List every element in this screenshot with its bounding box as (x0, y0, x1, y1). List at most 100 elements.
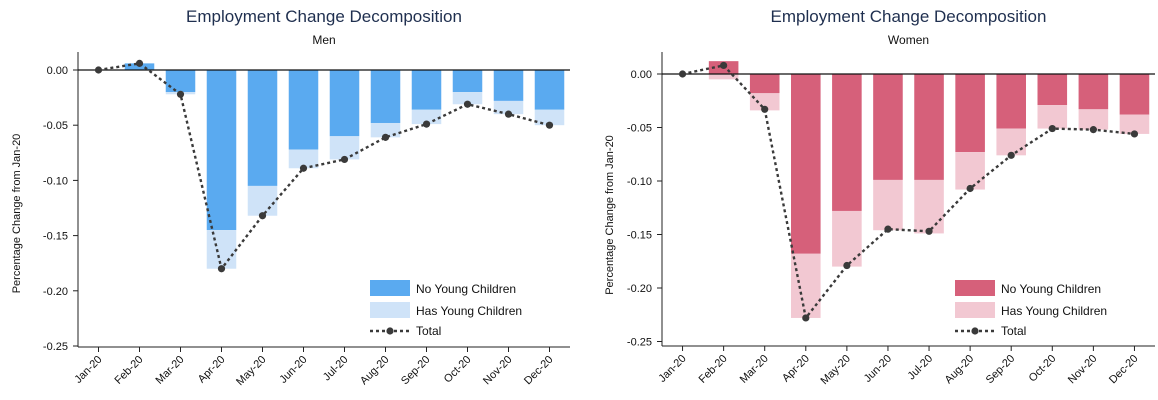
bar-no-young-children (370, 70, 401, 123)
x-tick-label: Sep-20 (399, 354, 433, 388)
y-tick-label: 0.00 (631, 69, 652, 81)
total-point (299, 164, 308, 172)
legend-swatch-total-marker (971, 327, 979, 335)
y-axis-label: Percentage Change from Jan-20 (604, 135, 616, 295)
bar-has-young-children (708, 74, 739, 80)
x-tick-label: Feb-20 (697, 353, 730, 386)
total-point (381, 133, 390, 141)
bar-no-young-children (493, 70, 524, 101)
legend-swatch-has-young-children (370, 302, 410, 318)
bar-has-young-children (493, 100, 524, 115)
bar-no-young-children (955, 74, 985, 153)
y-axis-label: Percentage Change from Jan-20 (11, 134, 23, 294)
total-point (340, 155, 349, 164)
x-tick-label: May-20 (819, 353, 853, 387)
bar-has-young-children (534, 109, 565, 126)
total-point (463, 100, 472, 108)
y-tick-label: -0.20 (627, 283, 652, 295)
bar-no-young-children (1119, 74, 1150, 115)
bar-has-young-children (1037, 105, 1068, 129)
x-tick-label: May-20 (234, 354, 268, 388)
x-tick-label: Jan-20 (72, 354, 104, 386)
total-point (258, 212, 267, 220)
bar-has-young-children (1078, 109, 1109, 130)
bar-no-young-children (452, 70, 483, 93)
total-point (678, 70, 687, 78)
legend-label: No Young Children (1001, 282, 1101, 296)
total-point (176, 90, 185, 98)
total-point (1130, 130, 1139, 138)
y-tick-label: -0.10 (43, 175, 68, 187)
legend: No Young Children Has Young Children Total (370, 280, 522, 338)
x-tick-label: Dec-20 (522, 354, 556, 388)
chart-title: Employment Change Decomposition (771, 7, 1047, 26)
y-tick-label: -0.10 (627, 176, 652, 188)
chart-subtitle: Men (312, 33, 335, 47)
bar-has-young-children (206, 230, 237, 269)
x-tick-label: Sep-20 (984, 353, 1018, 387)
y-tick-label: -0.05 (627, 123, 652, 135)
total-point (802, 314, 810, 322)
women-chart-panel: Employment Change Decomposition Women Perc… (579, 0, 1158, 400)
bar-no-young-children (832, 74, 862, 211)
total-point (843, 261, 851, 270)
x-tick-label: Jun-20 (277, 354, 309, 386)
total-point (720, 61, 728, 70)
bar-no-young-children (1037, 74, 1068, 106)
legend: No Young Children Has Young Children Total (955, 280, 1107, 338)
bar-no-young-children (996, 74, 1026, 129)
y-tick-label: -0.25 (43, 341, 68, 353)
y-tick-label: -0.25 (627, 337, 652, 349)
x-tick-label: Jul-20 (321, 354, 351, 384)
bar-has-young-children (329, 136, 360, 160)
legend-label: Has Young Children (416, 304, 522, 318)
total-point (966, 184, 974, 193)
bar-has-young-children (247, 185, 278, 216)
bar-no-young-children (914, 74, 944, 180)
x-tick-label: Oct-20 (1027, 353, 1059, 385)
y-tick-label: -0.20 (43, 286, 68, 298)
bar-no-young-children (1078, 74, 1109, 110)
legend-swatch-no-young-children (370, 280, 410, 296)
bar-no-young-children (288, 70, 319, 150)
total-point (135, 59, 144, 67)
x-tick-label: Mar-20 (153, 354, 186, 387)
bar-has-young-children (996, 128, 1026, 156)
bar-no-young-children (873, 74, 903, 180)
bar-has-young-children (1119, 114, 1150, 134)
bar-no-young-children (329, 70, 360, 137)
total-point (545, 121, 554, 129)
x-tick-label: Dec-20 (1107, 353, 1141, 387)
bar-has-young-children (452, 92, 483, 105)
x-tick-label: Feb-20 (112, 354, 145, 387)
total-point (1048, 124, 1056, 133)
x-tick-label: Jan-20 (656, 353, 688, 385)
chart-subtitle: Women (888, 33, 929, 47)
bar-has-young-children (749, 93, 780, 111)
y-tick-label: -0.15 (43, 231, 68, 243)
total-line (682, 64, 1135, 321)
women-chart-svg: Employment Change Decomposition Women Perc… (604, 7, 1155, 387)
x-tick-label: Aug-20 (943, 353, 977, 387)
total-point (884, 225, 892, 233)
bar-no-young-children (165, 70, 196, 93)
men-chart-panel: Employment Change Decomposition Men Percen… (11, 7, 570, 388)
x-tick-label: Aug-20 (358, 354, 392, 388)
bar-no-young-children (534, 70, 565, 110)
x-tick-label: Jul-20 (905, 353, 935, 383)
total-point (217, 265, 226, 273)
bar-has-young-children (288, 149, 319, 169)
total-point (925, 227, 933, 235)
total-point (504, 110, 513, 118)
x-tick-label: Apr-20 (196, 354, 228, 386)
total-line (98, 62, 550, 272)
bar-has-young-children (955, 152, 985, 190)
bar-no-young-children (411, 70, 442, 110)
y-tick-label: 0.00 (47, 65, 68, 77)
legend-label: Total (416, 324, 441, 338)
men-chart-svg: Employment Change Decomposition Men Percen… (11, 7, 570, 388)
y-tick-label: -0.05 (43, 120, 68, 132)
total-point (94, 66, 103, 74)
x-tick-label: Nov-20 (1066, 353, 1100, 387)
total-point (422, 120, 431, 128)
